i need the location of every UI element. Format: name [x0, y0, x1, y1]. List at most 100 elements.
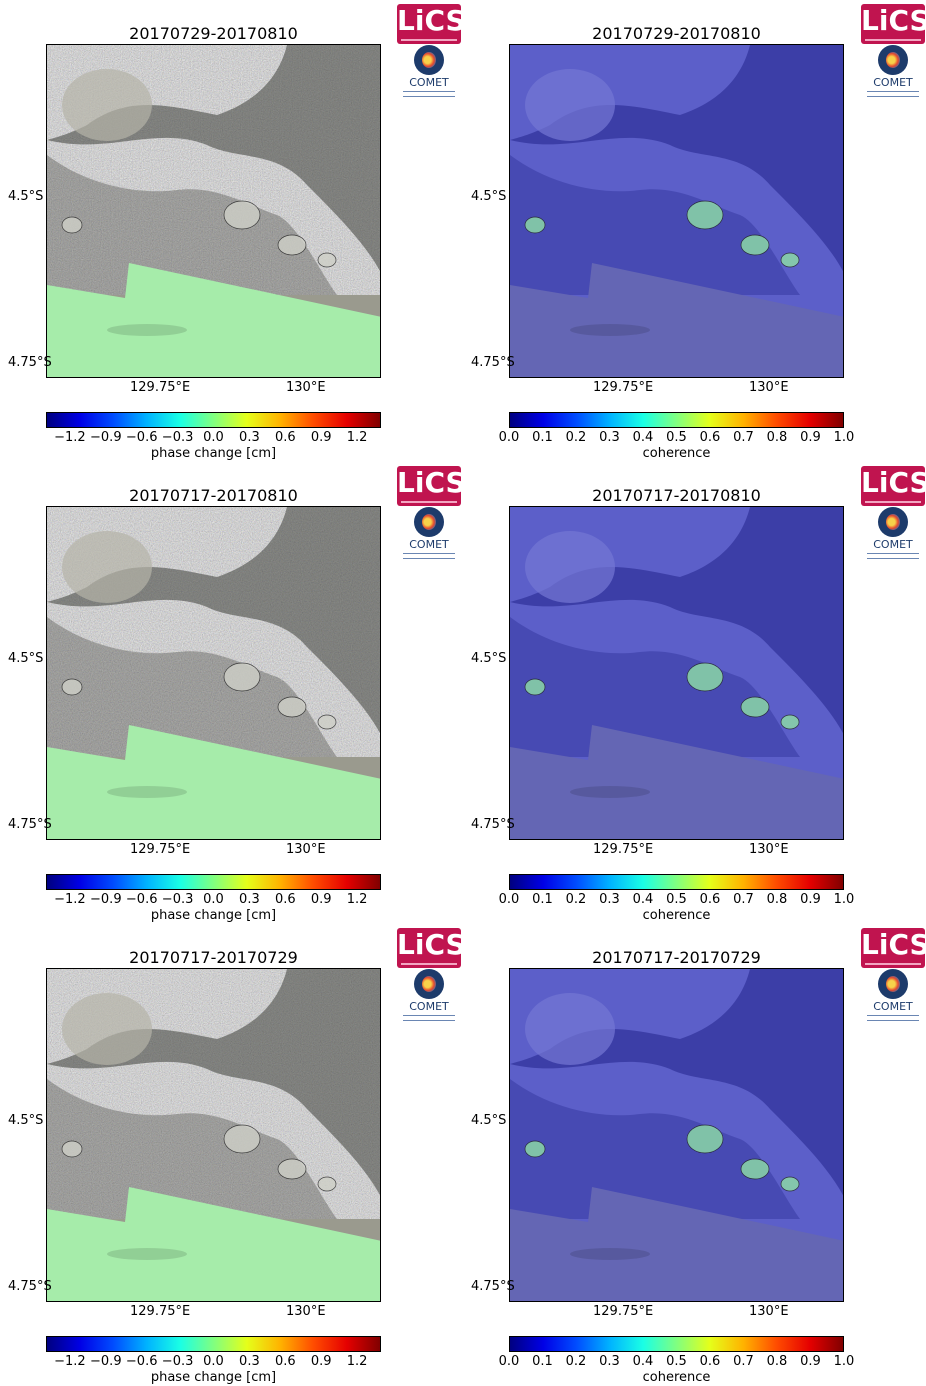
- sea-shade: [107, 1248, 187, 1260]
- lics-logo-text: LiCS: [861, 4, 925, 37]
- comet-emblem-icon: [878, 45, 908, 75]
- colorbar-tick-label: 0.6: [699, 892, 721, 907]
- islet: [524, 1140, 546, 1158]
- colorbar-tick-label: 0.8: [766, 892, 788, 907]
- colorbar-tick-label: 0.3: [599, 1354, 620, 1369]
- dark-region: [510, 155, 800, 295]
- colorbar-tick-label: −0.9: [90, 892, 122, 907]
- lics-logo: LiCS: [397, 4, 461, 44]
- comet-emblem-icon: [414, 45, 444, 75]
- y-tick-label: 4.75°S: [471, 817, 515, 832]
- colorbar-tick-label: 0.5: [666, 892, 687, 907]
- dark-region: [47, 155, 337, 295]
- comet-fine-print: [403, 91, 455, 97]
- lics-logo-strip: [865, 963, 921, 965]
- island-blob: [62, 69, 152, 141]
- colorbar-tick-label: 0.4: [632, 1354, 654, 1369]
- panel-title: 20170717-20170729: [592, 948, 761, 967]
- lics-logo-text: LiCS: [397, 4, 461, 37]
- colorbar-tick-label: 0.9: [800, 430, 821, 445]
- dark-region: [47, 507, 380, 734]
- colorbar-tick-label: −0.3: [161, 1354, 194, 1369]
- colorbar: [46, 874, 381, 890]
- y-tick-label: 4.5°S: [8, 651, 44, 666]
- islet: [780, 1176, 800, 1192]
- y-tick-label: 4.5°S: [8, 189, 44, 204]
- colorbar: [509, 874, 844, 890]
- colorbar-tick-label: 0.4: [632, 430, 654, 445]
- comet-fine-print: [403, 553, 455, 559]
- sea-region: [47, 263, 380, 377]
- colorbar-tick-label: 0.3: [239, 892, 260, 907]
- lics-logo: LiCS: [861, 466, 925, 506]
- colorbar-tick-label: −1.2: [54, 1354, 86, 1369]
- colorbar-tick-label: 0.0: [498, 1354, 520, 1369]
- colorbar-label: phase change [cm]: [150, 908, 277, 923]
- colorbar-tick-label: 1.0: [833, 892, 855, 907]
- dark-region: [510, 617, 800, 757]
- colorbar-tick-label: 0.8: [766, 1354, 788, 1369]
- island-blob: [525, 993, 615, 1065]
- sea-shade: [570, 1248, 650, 1260]
- lics-logo: LiCS: [861, 928, 925, 968]
- colorbar-label: phase change [cm]: [150, 446, 277, 461]
- colorbar-tick-label: 0.0: [203, 892, 224, 907]
- colorbar-tick-label: −0.3: [161, 430, 194, 445]
- colorbar-tick-label: −1.2: [54, 430, 86, 445]
- x-tick-label: 130°E: [749, 380, 789, 395]
- coherence-map: [509, 44, 844, 378]
- islet: [780, 714, 800, 730]
- comet-emblem-icon: [878, 969, 908, 999]
- x-tick-label: 129.75°E: [130, 842, 191, 857]
- colorbar-tick-label: −0.3: [161, 892, 194, 907]
- colorbar-tick-label: 0.2: [565, 892, 587, 907]
- island-blob: [62, 531, 152, 603]
- islet: [277, 1158, 307, 1180]
- lics-logo-strip: [401, 501, 457, 503]
- colorbar-label: coherence: [642, 446, 711, 461]
- islet: [61, 216, 83, 234]
- colorbar-tick-label: −0.6: [125, 1354, 158, 1369]
- y-tick-label: 4.5°S: [8, 1113, 44, 1128]
- colorbar-tick-label: −1.2: [54, 892, 86, 907]
- lics-logo-text: LiCS: [861, 466, 925, 499]
- colorbar-tick-label: 0.0: [498, 430, 520, 445]
- colorbar-tick-label: 0.2: [565, 1354, 587, 1369]
- comet-fine-print: [867, 1015, 919, 1021]
- coherence-map: [509, 506, 844, 840]
- y-tick-label: 4.75°S: [8, 817, 52, 832]
- islet: [277, 696, 307, 718]
- islet: [740, 234, 770, 256]
- colorbar-tick-label: 0.9: [310, 1354, 332, 1369]
- comet-logo-text: COMET: [409, 1000, 449, 1013]
- islet: [317, 1176, 337, 1192]
- comet-logo-text: COMET: [873, 1000, 913, 1013]
- lics-logo: LiCS: [861, 4, 925, 44]
- islet: [317, 714, 337, 730]
- comet-emblem-icon: [414, 969, 444, 999]
- colorbar-tick-label: 0.7: [733, 430, 754, 445]
- colorbar-tick-label: 1.2: [346, 892, 368, 907]
- panel-title: 20170729-20170810: [129, 24, 298, 43]
- colorbar-tick-label: 0.6: [274, 430, 296, 445]
- comet-emblem-icon: [414, 507, 444, 537]
- sea-shade: [570, 324, 650, 336]
- dark-region: [510, 507, 843, 734]
- x-tick-label: 130°E: [286, 380, 326, 395]
- panel-title: 20170729-20170810: [592, 24, 761, 43]
- lics-logo-strip: [401, 963, 457, 965]
- comet-logo: COMET: [397, 507, 461, 563]
- x-tick-label: 130°E: [749, 1304, 789, 1319]
- dark-region: [47, 969, 380, 1196]
- colorbar-tick-label: 0.5: [666, 1354, 687, 1369]
- y-tick-label: 4.5°S: [471, 1113, 507, 1128]
- island-blob: [525, 69, 615, 141]
- islet: [317, 252, 337, 268]
- dark-region: [47, 1079, 337, 1219]
- y-tick-label: 4.75°S: [8, 1279, 52, 1294]
- panel-title: 20170717-20170729: [129, 948, 298, 967]
- colorbar-tick-label: −0.9: [90, 430, 122, 445]
- colorbar-tick-label: 0.7: [733, 892, 754, 907]
- colorbar-tick-label: −0.6: [125, 892, 158, 907]
- dark-region: [510, 1079, 800, 1219]
